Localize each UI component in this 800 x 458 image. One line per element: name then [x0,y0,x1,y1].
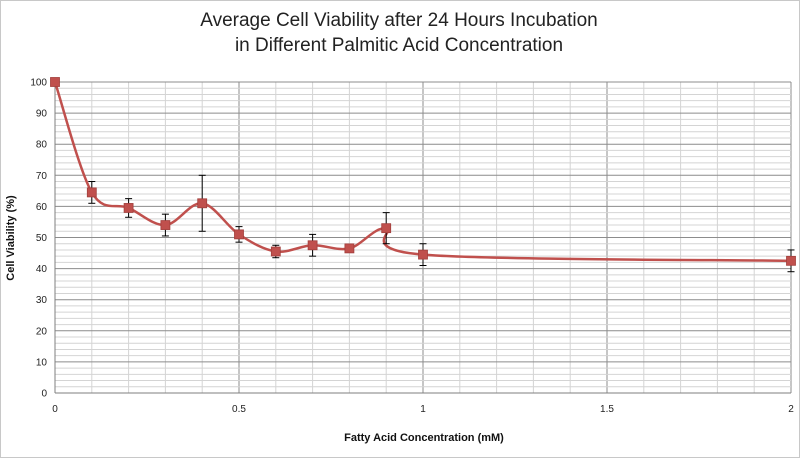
x-tick-label: 0.5 [232,404,246,415]
y-tick-label: 40 [36,264,48,275]
data-point-marker [270,246,281,257]
x-tick-label: 2 [788,404,794,415]
axes [54,82,791,394]
data-point-marker [86,187,97,198]
data-point-marker [197,198,208,209]
data-series [50,77,796,273]
y-tick-label: 60 [36,202,48,213]
grid-lines [54,81,792,394]
y-tick-label: 80 [36,140,48,151]
y-tick-label: 90 [36,109,48,120]
data-point-marker [123,203,134,213]
y-tick-label: 50 [36,233,48,244]
x-tick-label: 1.5 [600,404,614,415]
data-point-marker [381,223,392,234]
data-point-marker [344,243,355,254]
y-tick-label: 10 [36,357,48,368]
data-point-marker [786,255,796,266]
data-point-marker [50,77,60,87]
y-axis-label: Cell Viability (%) [5,195,17,281]
y-tick-label: 70 [36,171,48,182]
data-point-marker [160,220,171,230]
tick-labels: 0 10 20 30 40 50 60 70 80 90 100 0 0.5 1 1.5 2 [30,78,794,416]
y-tick-label: 20 [36,326,48,337]
data-point-marker [307,240,318,251]
y-tick-label: 100 [30,78,47,89]
chart-title-line-1: Average Cell Viability after 24 Hours In… [200,10,598,31]
chart-title-line-2: in Different Palmitic Acid Concentration [234,35,564,56]
x-tick-label: 0 [52,404,58,415]
data-point-marker [234,229,244,240]
y-tick-label: 0 [41,389,47,400]
y-tick-label: 30 [36,295,48,306]
x-tick-label: 1 [420,404,426,415]
data-point-marker [418,249,428,260]
x-axis-label: Fatty Acid Concentration (mM) [344,432,504,444]
chart-title: Average Cell Viability after 24 Hours In… [0,8,798,58]
